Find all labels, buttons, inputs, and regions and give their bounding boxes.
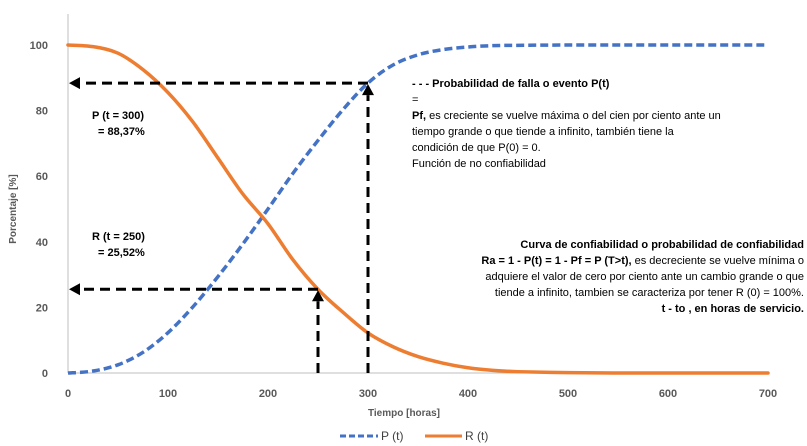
y-tick-label: 60 bbox=[36, 171, 48, 183]
ra-line2: adquiere el valor de cero por ciento ant… bbox=[485, 271, 804, 283]
y-tick-label: 80 bbox=[36, 106, 48, 118]
p-value-label: P (t = 300) = 88,37% bbox=[92, 108, 145, 140]
pf-line3: condición de que P(0) = 0. bbox=[412, 142, 541, 154]
y-tick-label: 40 bbox=[36, 237, 48, 249]
x-tick-label: 200 bbox=[259, 388, 277, 400]
y-tick-label: 0 bbox=[42, 368, 48, 380]
guide-arrow-up-p bbox=[362, 84, 374, 96]
x-tick-label: 400 bbox=[459, 388, 477, 400]
series-lines bbox=[66, 43, 770, 375]
legend: P (t) R (t) bbox=[340, 429, 488, 443]
x-tick-label: 0 bbox=[65, 388, 71, 400]
x-tick-label: 600 bbox=[659, 388, 677, 400]
series-line-r bbox=[66, 43, 770, 375]
p-value-line2: = 88,37% bbox=[98, 126, 145, 138]
x-tick-labels: 0 100 200 300 400 500 600 700 bbox=[65, 388, 777, 400]
axes bbox=[67, 14, 768, 374]
y-tick-label: 100 bbox=[30, 40, 48, 52]
x-axis-title: Tiempo [horas] bbox=[368, 408, 440, 419]
pf-description: - - - Probabilidad de falla o evento P(t… bbox=[412, 76, 721, 172]
pf-line4: Función de no confiabilidad bbox=[412, 158, 546, 170]
y-axis-title: Porcentaje [%] bbox=[8, 174, 19, 243]
r-value-line1: R (t = 250) bbox=[92, 231, 145, 243]
r-value-line2: = 25,52% bbox=[98, 247, 145, 259]
ra-title: Curva de confiabilidad o probabilidad de… bbox=[520, 239, 804, 251]
ra-line4: t - to , en horas de servicio. bbox=[661, 303, 804, 315]
y-tick-labels: 0 20 40 60 80 100 bbox=[30, 40, 48, 380]
legend-label-p: P (t) bbox=[381, 429, 403, 443]
ra-description: Curva de confiabilidad o probabilidad de… bbox=[481, 237, 804, 317]
x-tick-label: 300 bbox=[359, 388, 377, 400]
x-tick-label: 700 bbox=[759, 388, 777, 400]
series-line-p bbox=[67, 43, 768, 375]
guide-arrow-left-r bbox=[69, 283, 80, 296]
p-value-line1: P (t = 300) bbox=[92, 110, 145, 122]
legend-label-r: R (t) bbox=[465, 429, 488, 443]
pf-bold: Pf, bbox=[412, 110, 427, 122]
pf-equals: = bbox=[412, 94, 419, 106]
ra-line1: es decreciente se vuelve mínima o bbox=[631, 255, 804, 267]
x-tick-label: 100 bbox=[159, 388, 177, 400]
pf-line2: tiempo grande o que tiende a infinito, t… bbox=[412, 126, 674, 138]
ra-bold: Ra = 1 - P(t) = 1 - Pf = P (T>t), bbox=[481, 255, 632, 267]
x-tick-label: 500 bbox=[559, 388, 577, 400]
pf-title: - - - Probabilidad de falla o evento P(t… bbox=[412, 78, 610, 90]
r-value-label: R (t = 250) = 25,52% bbox=[92, 229, 145, 261]
ra-line3: tiende a infinito, tambien se caracteriz… bbox=[494, 287, 804, 299]
y-tick-label: 20 bbox=[36, 302, 48, 314]
pf-line1: es creciente se vuelve máxima o del cien… bbox=[426, 110, 721, 122]
guide-arrow-up-r bbox=[312, 290, 324, 302]
guide-lines bbox=[69, 77, 374, 373]
guide-arrow-left-p bbox=[69, 77, 80, 90]
